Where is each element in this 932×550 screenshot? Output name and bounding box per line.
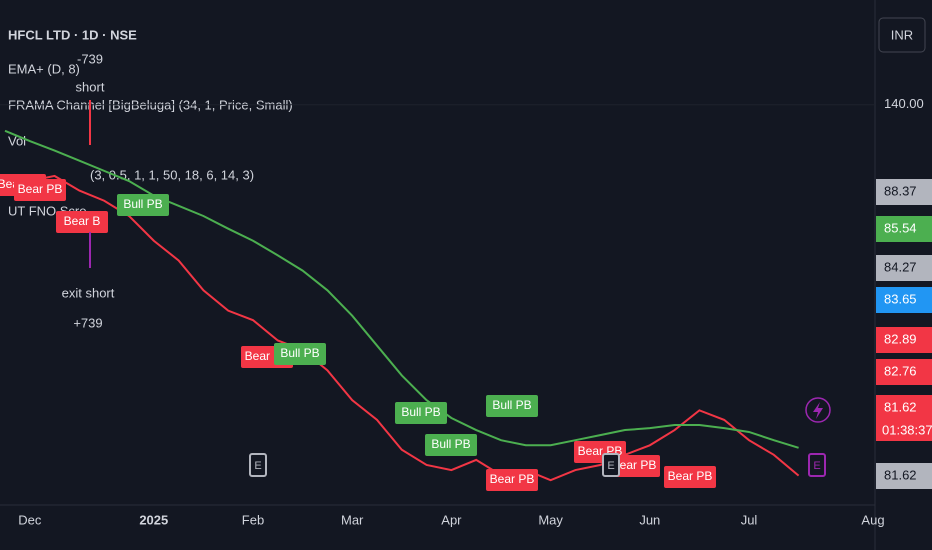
lightning (813, 402, 823, 419)
x-tick-label: Aug (861, 512, 884, 527)
price-label: 88.37 (884, 183, 917, 198)
signal-label: Bull PB (431, 437, 470, 451)
price-label: 82.76 (884, 363, 917, 378)
earnings-label[interactable]: E (607, 460, 614, 472)
earnings-marker[interactable] (808, 453, 826, 477)
signal-tag (425, 434, 477, 456)
alert-icon[interactable] (805, 397, 831, 423)
price-label-bg (876, 179, 932, 205)
indicator[interactable]: EMA+ (D, 8) (8, 61, 80, 76)
x-tick-label: Dec (18, 512, 42, 527)
trade-pnl: -739 (77, 51, 103, 66)
signal-tag (486, 395, 538, 417)
earnings-label[interactable]: E (813, 460, 820, 472)
x-tick-label: Jul (741, 512, 758, 527)
price-label-bg (876, 327, 932, 353)
earnings-marker[interactable] (249, 453, 267, 477)
signal-label: Bull PB (401, 405, 440, 419)
signal-label: Bear PB (490, 472, 535, 486)
series-line (4, 174, 800, 482)
signal-label: Bull PB (280, 346, 319, 360)
price-label-bg (876, 255, 932, 281)
signal-tag (608, 455, 660, 477)
price-label: 84.27 (884, 259, 917, 274)
currency-button[interactable] (878, 17, 926, 53)
signal-tag (117, 194, 169, 216)
price-label-bg (876, 359, 932, 385)
signal-tag (486, 469, 538, 491)
signal-tag (274, 343, 326, 365)
signal-label: Bear PB (612, 458, 657, 472)
price-label: 82.89 (884, 331, 917, 346)
signal-tag (664, 466, 716, 488)
series-line (4, 129, 799, 449)
x-tick-label: May (538, 512, 563, 527)
signal-label: Bear B (64, 214, 101, 228)
x-tick-label: Apr (441, 512, 462, 527)
price-label-bg (876, 463, 932, 489)
y-tick-label: 140.00 (884, 96, 924, 111)
countdown: 01:38:37 (882, 422, 932, 437)
currency[interactable]: INR (891, 27, 913, 42)
earnings-label[interactable]: E (254, 460, 261, 472)
trade-label: short (76, 79, 105, 94)
symbol: HFCL LTD · 1D · NSE (8, 27, 137, 42)
signal-tag (56, 211, 108, 233)
trade-label: exit short (62, 285, 115, 300)
price-label: 83.65 (884, 291, 917, 306)
price-label: 81.62 (884, 399, 917, 414)
price-label: 85.54 (884, 220, 917, 235)
trade-pnl: +739 (73, 315, 102, 330)
signal-label: Bear PB (18, 182, 63, 196)
earnings-marker[interactable] (602, 453, 620, 477)
signal-tag (14, 179, 66, 201)
signal-label: Bear PB (668, 469, 713, 483)
signal-label: Bull PB (492, 398, 531, 412)
signal-label: Bull PB (123, 197, 162, 211)
price-label-bg (876, 395, 932, 441)
x-tick-label: Mar (341, 512, 364, 527)
x-tick-label: 2025 (139, 512, 168, 527)
price-label-bg (876, 216, 932, 242)
x-tick-label: Feb (242, 512, 264, 527)
signal-tag (395, 402, 447, 424)
price-label: 81.62 (884, 467, 917, 482)
price-label-bg (876, 287, 932, 313)
x-tick-label: Jun (639, 512, 660, 527)
indicator[interactable]: (3, 0.5, 1, 1, 50, 18, 6, 14, 3) (90, 167, 254, 182)
